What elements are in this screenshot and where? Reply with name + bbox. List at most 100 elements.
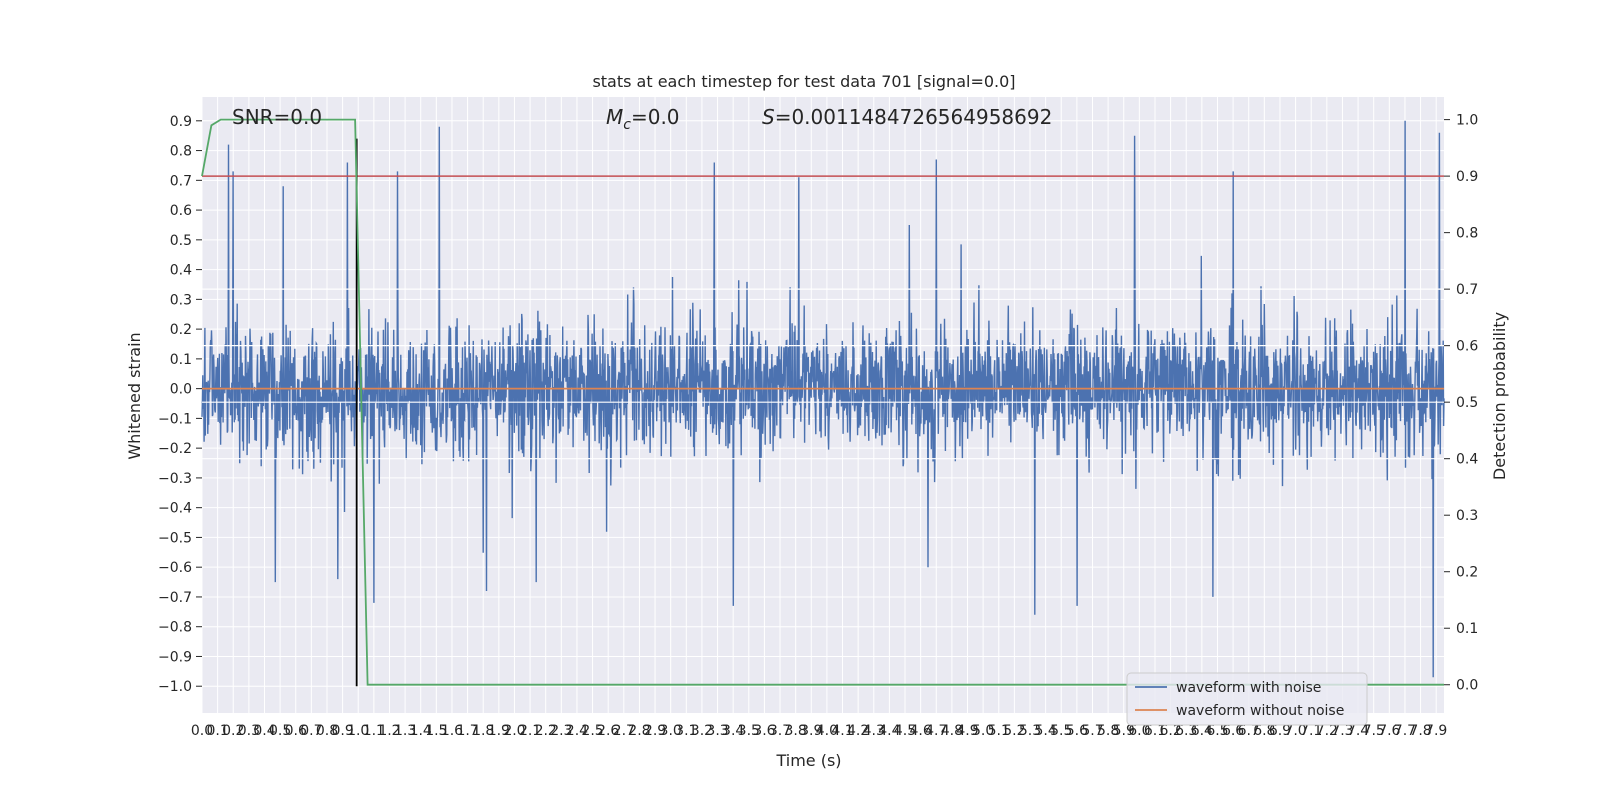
x-tick-label: 5.7: [1081, 723, 1103, 739]
y-tick-label: −0.1: [158, 411, 192, 427]
y2-tick-label: 0.7: [1456, 282, 1478, 298]
x-tick-label: 3.6: [753, 723, 775, 739]
x-tick-label: 5.0: [972, 723, 994, 739]
x-tick-label: 3.7: [769, 723, 791, 739]
x-tick-label: 4.1: [831, 723, 853, 739]
x-tick-label: 5.9: [1113, 723, 1135, 739]
x-tick-label: 4.9: [956, 723, 978, 739]
x-tick-label: 0.9: [331, 723, 353, 739]
y-axis-ticks: −1.0 −0.9 −0.8 −0.7 −0.6 −0.5 −0.4 −0.3 −0.2 −0.1…: [158, 114, 202, 695]
x-tick-label: 2.9: [644, 723, 666, 739]
y-tick-label: 0.6: [170, 203, 192, 219]
x-tick-label: 3.5: [738, 723, 760, 739]
x-tick-label: 6.4: [1191, 723, 1213, 739]
x-tick-label: 4.7: [925, 723, 947, 739]
x-tick-label: 2.0: [503, 723, 525, 739]
y2-tick-label: 0.9: [1456, 169, 1478, 185]
x-tick-label: 7.8: [1409, 723, 1431, 739]
x-tick-label: 5.5: [1050, 723, 1072, 739]
x-tick-label: 0.1: [206, 723, 228, 739]
x-axis-label: Time (s): [775, 751, 841, 770]
x-tick-label: 2.7: [613, 723, 635, 739]
x-tick-label: 2.4: [566, 723, 588, 739]
x-tick-label: 2.6: [597, 723, 619, 739]
statistic-annotation: S=0.0011484726564958692: [762, 105, 1052, 129]
legend-label-waveform-with-noise: waveform with noise: [1176, 680, 1321, 696]
x-tick-label: 6.3: [1175, 723, 1197, 739]
x-tick-label: 3.0: [660, 723, 682, 739]
x-tick-label: 5.6: [1066, 723, 1088, 739]
legend-label-waveform-without-noise: waveform without noise: [1176, 703, 1344, 719]
x-tick-label: 6.6: [1222, 723, 1244, 739]
x-tick-label: 0.6: [285, 723, 307, 739]
x-tick-label: 2.5: [581, 723, 603, 739]
y-tick-label: −0.9: [158, 649, 192, 665]
y2-axis-label: Detection probability: [1490, 312, 1509, 480]
x-tick-label: 4.0: [816, 723, 838, 739]
x-tick-label: 0.2: [222, 723, 244, 739]
x-axis-ticks: 0.00.10.20.30.40.50.60.70.80.91.01.11.21…: [191, 723, 1447, 739]
x-tick-label: 1.6: [441, 723, 463, 739]
y2-tick-label: 1.0: [1456, 113, 1478, 129]
legend-box: [1126, 672, 1368, 726]
x-tick-label: 1.9: [488, 723, 510, 739]
x-tick-label: 1.1: [363, 723, 385, 739]
y-tick-label: −0.4: [158, 501, 192, 517]
x-tick-label: 1.0: [347, 723, 369, 739]
detection-probability-line: [201, 118, 1444, 686]
x-tick-label: 1.7: [456, 723, 478, 739]
x-tick-label: 6.0: [1128, 723, 1150, 739]
x-tick-label: 2.8: [628, 723, 650, 739]
y2-tick-label: 0.3: [1456, 508, 1478, 524]
x-tick-label: 4.3: [863, 723, 885, 739]
x-tick-label: 4.6: [910, 723, 932, 739]
y2-tick-label: 0.0: [1456, 678, 1478, 694]
x-tick-label: 3.8: [785, 723, 807, 739]
x-tick-label: 7.7: [1394, 723, 1416, 739]
x-tick-label: 6.2: [1159, 723, 1181, 739]
x-tick-label: 3.1: [675, 723, 697, 739]
x-tick-label: 7.5: [1363, 723, 1385, 739]
y-tick-label: 0.2: [170, 322, 192, 338]
y-tick-label: 0.0: [170, 382, 192, 398]
y2-axis-ticks: 0.0 0.1 0.2 0.3 0.4 0.5 0.6 0.7 0.8 0.9 1.0: [1444, 113, 1478, 694]
x-tick-label: 7.1: [1300, 723, 1322, 739]
x-tick-label: 0.3: [238, 723, 260, 739]
x-tick-label: 5.3: [1019, 723, 1041, 739]
x-tick-label: 5.1: [988, 723, 1010, 739]
legend: waveform with noise waveform without noi…: [1126, 672, 1368, 726]
x-tick-label: 2.1: [519, 723, 541, 739]
x-tick-label: 1.2: [378, 723, 400, 739]
x-tick-label: 6.8: [1253, 723, 1275, 739]
x-tick-label: 7.2: [1316, 723, 1338, 739]
y-tick-label: −0.3: [158, 471, 192, 487]
x-tick-label: 6.5: [1206, 723, 1228, 739]
y-tick-label: −0.7: [158, 590, 192, 606]
x-tick-label: 4.2: [847, 723, 869, 739]
y-tick-label: 0.9: [170, 114, 192, 130]
y-tick-label: −0.2: [158, 441, 192, 457]
x-tick-label: 7.6: [1378, 723, 1400, 739]
x-tick-label: 0.4: [253, 723, 275, 739]
chart-title: stats at each timestep for test data 701…: [592, 72, 1015, 91]
chirp-mass-annotation: Mc=0.0: [606, 105, 680, 133]
x-tick-label: 0.7: [300, 723, 322, 739]
x-tick-label: 3.9: [800, 723, 822, 739]
x-tick-label: 4.8: [941, 723, 963, 739]
y2-tick-label: 0.8: [1456, 226, 1478, 242]
y-tick-label: 0.8: [170, 144, 192, 160]
y-tick-label: −0.8: [158, 620, 192, 636]
x-tick-label: 0.8: [316, 723, 338, 739]
x-tick-label: 5.2: [1003, 723, 1025, 739]
x-tick-label: 6.1: [1144, 723, 1166, 739]
x-tick-label: 3.4: [722, 723, 744, 739]
x-tick-label: 7.4: [1347, 723, 1369, 739]
overlay-lines: [201, 118, 1444, 687]
y-tick-label: 0.3: [170, 292, 192, 308]
x-tick-label: 0.5: [269, 723, 291, 739]
x-tick-label: 5.8: [1097, 723, 1119, 739]
y2-tick-label: 0.6: [1456, 339, 1478, 355]
x-tick-label: 2.3: [550, 723, 572, 739]
x-tick-label: 3.2: [691, 723, 713, 739]
y-axis-label: Whitened strain: [125, 332, 144, 459]
